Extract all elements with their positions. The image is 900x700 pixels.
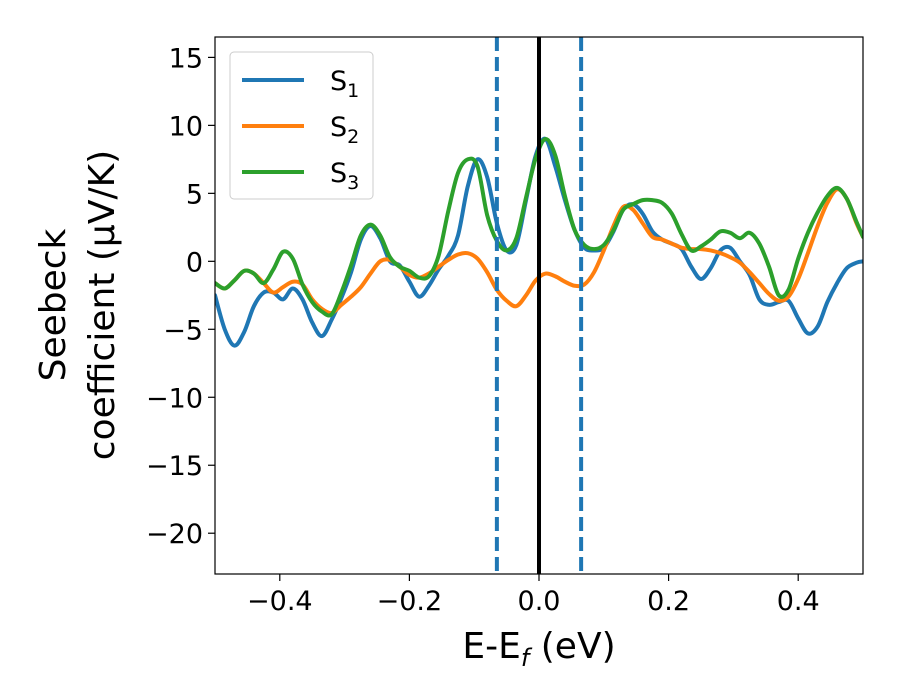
legend: S1 S2 S3 [229,51,374,200]
y-tick-label: −15 [146,451,203,482]
y-tick-label: −10 [146,383,203,414]
x-tick-label: 0.0 [518,586,561,617]
x-axis-ticks: −0.4 −0.2 0.0 0.2 0.4 [247,574,820,617]
y-axis-ticks: −20 −15 −10 −5 0 5 10 15 [146,43,215,550]
x-tick-label: 0.4 [777,586,820,617]
x-axis-label-main: E-E [462,626,520,667]
y-tick-label: 5 [186,179,203,210]
legend-label-s1: S1 [330,66,359,102]
x-tick-label: −0.2 [377,586,443,617]
y-tick-label: −5 [163,315,203,346]
y-tick-label: 15 [169,43,203,74]
x-tick-label: 0.2 [647,586,690,617]
reference-lines [494,37,584,574]
y-axis-label-line1: Seebeck [33,228,74,381]
y-tick-label: 0 [186,247,203,278]
y-axis-label-line2: coefficient (μV/K) [82,150,123,460]
x-axis-label: E-Ef (eV) [462,626,615,672]
legend-label-s2: S2 [330,112,359,148]
y-tick-label: −20 [146,519,203,550]
legend-label-s3: S3 [330,158,359,194]
x-axis-label-unit: (eV) [529,626,615,667]
x-tick-label: −0.4 [247,586,313,617]
y-tick-label: 10 [169,111,203,142]
y-axis-label: Seebeck coefficient (μV/K) [33,150,123,460]
